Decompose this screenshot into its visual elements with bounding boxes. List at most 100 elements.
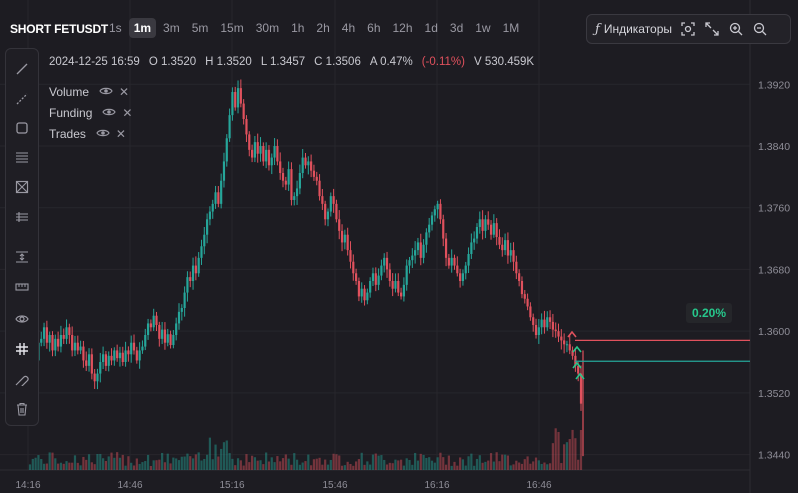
volume-bar: [495, 452, 498, 470]
volume-bar: [571, 429, 574, 470]
timeframe-1h[interactable]: 1h: [291, 21, 305, 35]
volume-bar: [245, 454, 248, 470]
volume-bar: [579, 430, 583, 470]
eye-icon[interactable]: [102, 106, 117, 120]
legend-funding: Funding ✕: [49, 102, 132, 123]
visibility-eye-icon[interactable]: [14, 311, 30, 327]
timeframe-15m[interactable]: 15m: [220, 21, 244, 35]
timeframe-5m[interactable]: 5m: [191, 21, 209, 35]
candle-body: [554, 329, 557, 332]
symbol-title[interactable]: SHORT FETUSDT: [10, 22, 109, 36]
timeframe-4h[interactable]: 4h: [341, 21, 356, 35]
candle-body: [487, 219, 490, 225]
candle-body: [560, 336, 563, 341]
fib-icon[interactable]: [14, 209, 30, 225]
timeframe-1s[interactable]: 1s: [109, 21, 122, 35]
timeframe-1w[interactable]: 1w: [475, 21, 491, 35]
volume-bar: [71, 462, 74, 470]
timeframe-3m[interactable]: 3m: [163, 21, 180, 35]
volume-bar: [484, 461, 487, 470]
volume-bar: [231, 458, 234, 470]
volume-bar: [253, 457, 256, 470]
volume-bar: [405, 458, 408, 470]
volume-bar: [295, 459, 299, 470]
candle-body: [459, 273, 462, 281]
trend-line-icon[interactable]: [14, 61, 30, 77]
hashtag-icon[interactable]: [14, 341, 30, 357]
volume-bar: [234, 465, 237, 470]
candle-body: [222, 161, 226, 181]
timeframe-12h[interactable]: 12h: [392, 21, 413, 35]
legend-volume: Volume ✕: [49, 81, 132, 102]
timeframe-6h[interactable]: 6h: [367, 21, 381, 35]
candle-body: [310, 161, 313, 171]
volume-bar: [509, 465, 512, 470]
lines-icon[interactable]: [14, 149, 30, 165]
volume-bar: [399, 459, 403, 470]
candle-body: [101, 354, 105, 362]
cross-box-icon[interactable]: [14, 179, 30, 195]
candle-body: [540, 319, 543, 328]
volume-bar: [110, 452, 113, 470]
candle-body: [402, 284, 405, 297]
ohlc-change: (-0.11%): [421, 56, 465, 68]
volume-bar: [116, 452, 119, 470]
volume-bar: [464, 465, 467, 470]
volume-bar: [132, 465, 136, 470]
timeframe-3d[interactable]: 3d: [449, 21, 464, 35]
volume-bar: [281, 458, 285, 470]
candle-body: [506, 240, 510, 256]
candle-body: [520, 281, 524, 295]
candle-body: [127, 350, 130, 355]
volume-bar: [324, 459, 327, 470]
timeframe-1d[interactable]: 1d: [424, 21, 438, 35]
timeframe-2h[interactable]: 2h: [316, 21, 330, 35]
timeframe-30m[interactable]: 30m: [255, 21, 280, 35]
zoom-out-icon[interactable]: [752, 21, 768, 37]
volume-bar: [118, 457, 122, 470]
volume-bar: [506, 455, 510, 470]
volume-bar: [554, 428, 557, 470]
volume-bar: [211, 459, 214, 470]
volume-bar: [177, 460, 181, 470]
close-icon[interactable]: ✕: [115, 126, 126, 141]
zoom-in-icon[interactable]: [728, 21, 744, 37]
close-icon[interactable]: ✕: [122, 105, 133, 120]
timeframe-1M[interactable]: 1M: [502, 21, 520, 35]
volume-bar: [82, 456, 85, 470]
candle-body: [579, 373, 583, 404]
volume-bar: [489, 453, 493, 470]
volume-bar: [329, 459, 332, 470]
volume-bar: [385, 464, 389, 470]
candle-body: [149, 323, 152, 328]
volume-bar: [124, 465, 127, 470]
trash-icon[interactable]: [14, 401, 30, 417]
candle-body: [340, 230, 344, 243]
indicators-button[interactable]: ƒ Индикаторы: [595, 22, 672, 37]
rectangle-icon[interactable]: [14, 120, 30, 136]
volume-bar: [459, 457, 462, 470]
time-tick-label: 14:46: [117, 480, 142, 491]
fullscreen-icon[interactable]: [704, 21, 720, 37]
indicator-legend: Volume ✕ Funding ✕ Trades ✕: [49, 81, 132, 144]
candle-body: [332, 196, 335, 204]
eye-icon[interactable]: [99, 85, 113, 99]
close-icon[interactable]: ✕: [119, 84, 130, 99]
ruler-icon[interactable]: [14, 279, 30, 295]
screenshot-icon[interactable]: [680, 21, 696, 37]
candle-body: [203, 234, 206, 247]
ohlc-volume: V 530.459K: [473, 56, 535, 68]
range-icon[interactable]: [14, 249, 30, 265]
eye-icon[interactable]: [96, 127, 110, 141]
volume-bar: [335, 454, 338, 470]
candle-body: [42, 327, 46, 339]
magnet-icon[interactable]: [14, 371, 30, 387]
ray-icon[interactable]: [14, 91, 30, 107]
candle-body: [191, 265, 195, 281]
timeframe-1m[interactable]: 1m: [128, 18, 157, 38]
candle-body: [369, 281, 372, 293]
volume-bar: [470, 453, 473, 470]
candle-body: [287, 169, 290, 185]
candle-body: [326, 211, 330, 220]
